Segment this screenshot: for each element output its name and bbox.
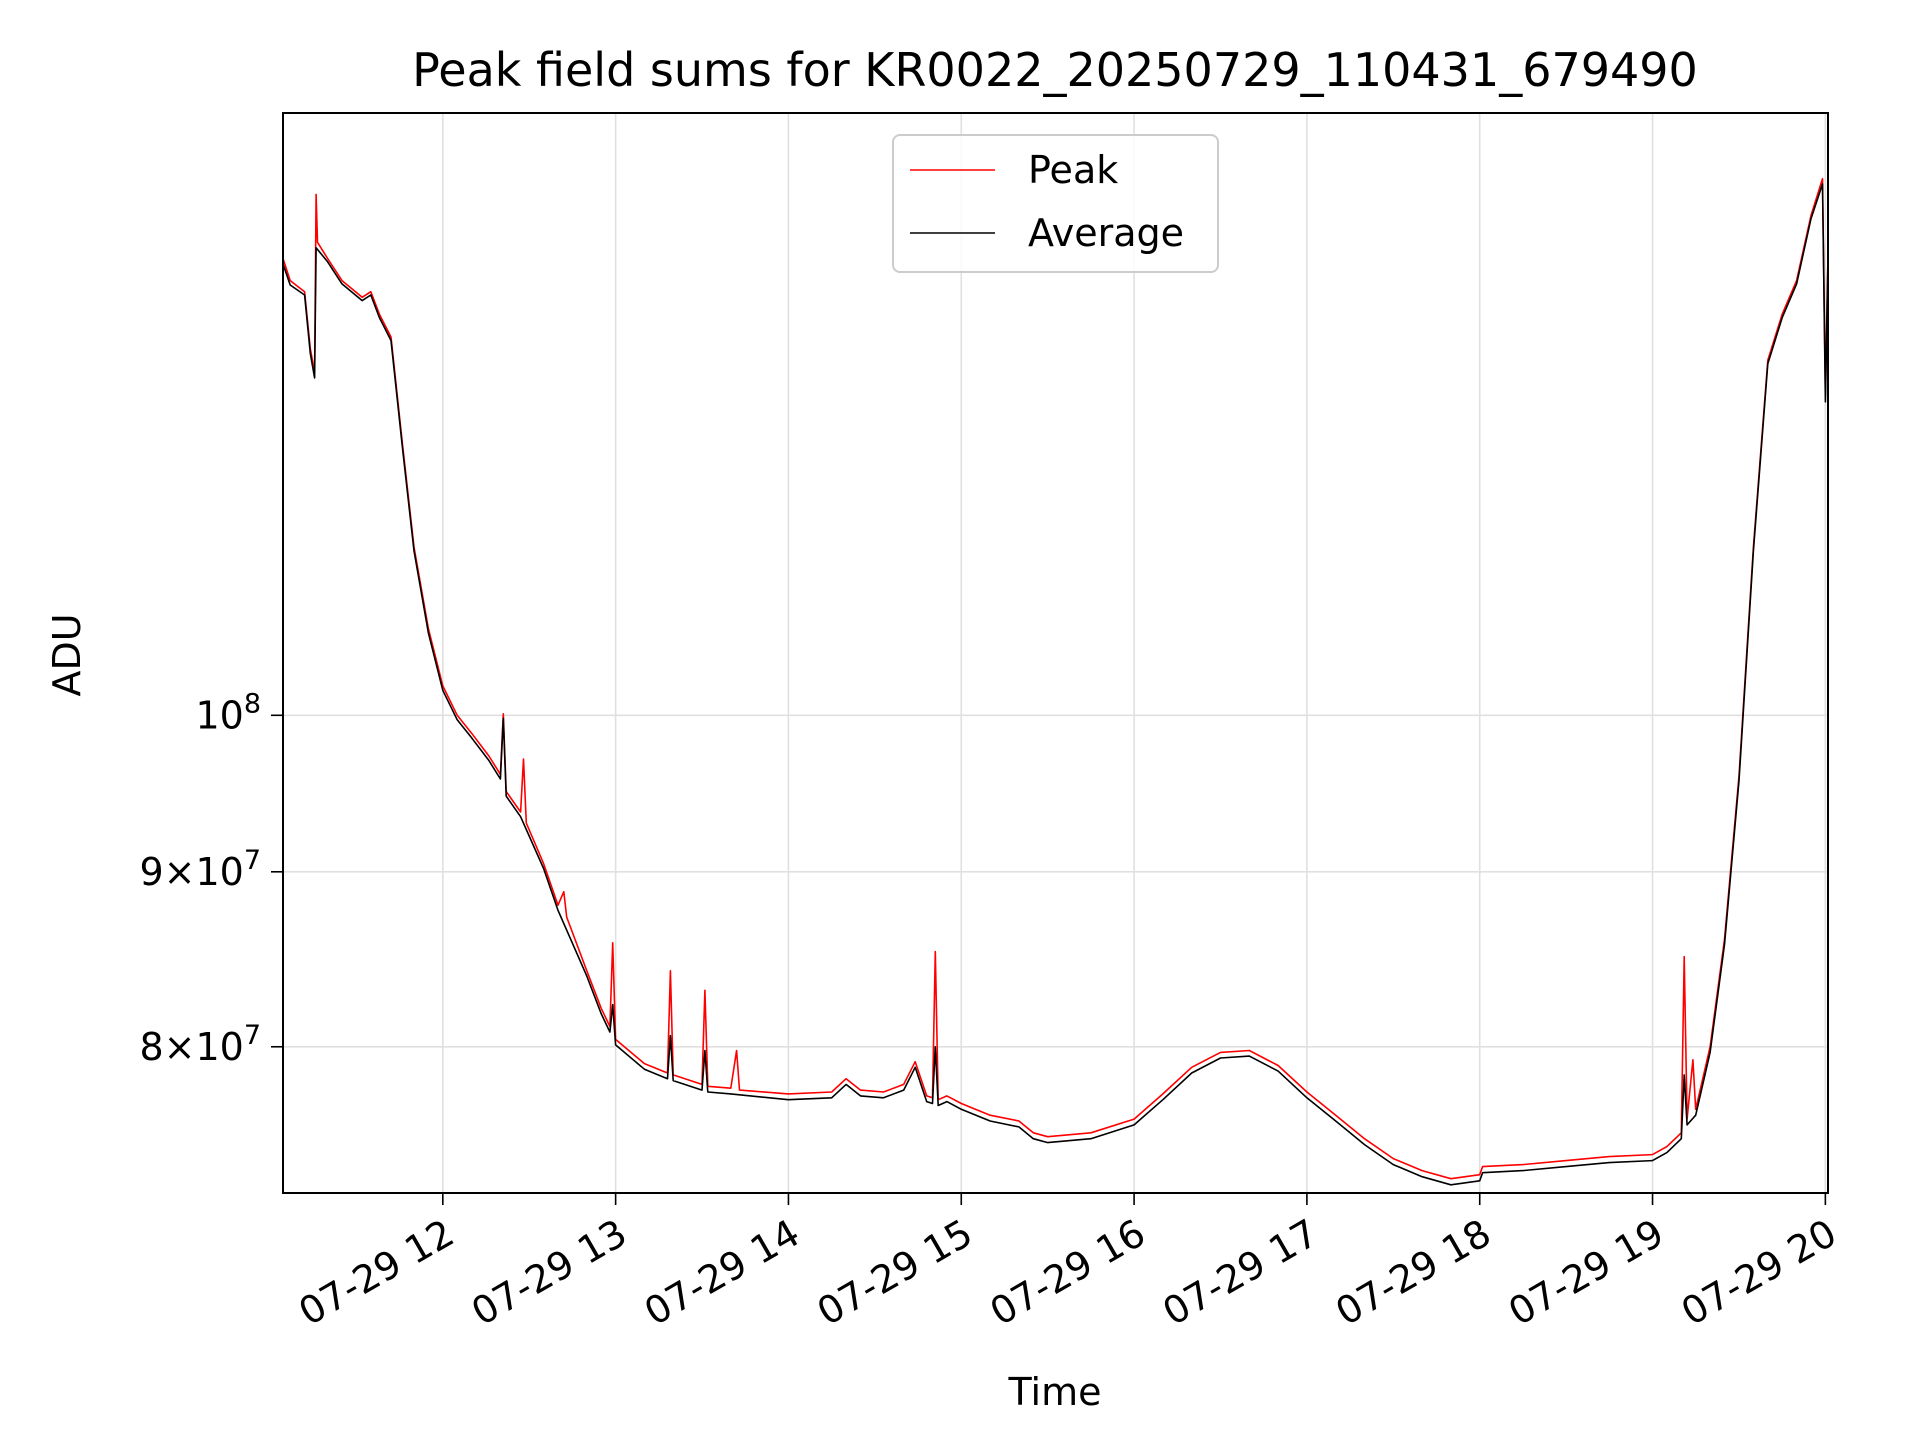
y-tick-label: 8×107 bbox=[139, 1020, 261, 1069]
chart-title: Peak field sums for KR0022_20250729_1104… bbox=[412, 43, 1698, 97]
x-axis-title: Time bbox=[1008, 1370, 1102, 1414]
series-line-average bbox=[282, 183, 1829, 1186]
y-axis-title: ADU bbox=[45, 613, 89, 696]
y-axis: 8×107 9×107 108 bbox=[139, 688, 283, 1069]
legend: Peak Average bbox=[892, 134, 1219, 273]
legend-label-average: Average bbox=[1028, 211, 1184, 255]
y-tick-label: 9×107 bbox=[139, 845, 261, 894]
y-tick-label: 108 bbox=[195, 688, 261, 737]
plot-frame bbox=[282, 112, 1829, 1194]
legend-label-peak: Peak bbox=[1028, 148, 1118, 192]
series-layer bbox=[282, 178, 1829, 1186]
grid bbox=[283, 113, 1828, 1193]
series-line-peak bbox=[282, 178, 1829, 1180]
